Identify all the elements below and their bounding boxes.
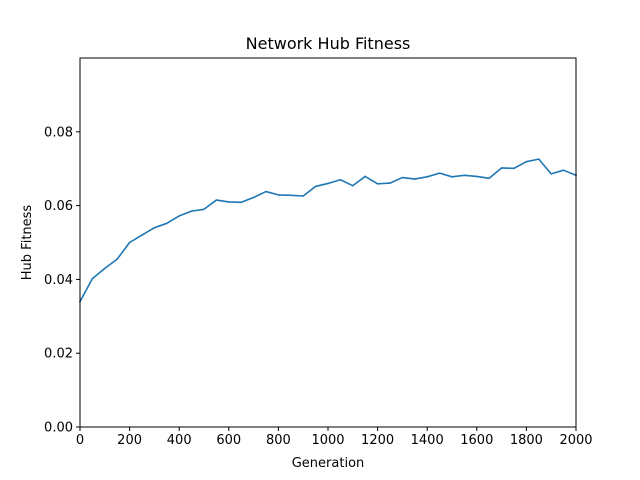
data-point [562, 169, 565, 171]
data-point [488, 177, 491, 180]
data-point [215, 199, 218, 201]
data-point [476, 175, 478, 178]
data-point [414, 178, 416, 180]
data-point [314, 185, 317, 188]
data-point [550, 173, 552, 175]
y-tick-label: 0.06 [44, 199, 73, 214]
data-point [364, 175, 367, 178]
x-tick-label: 2000 [559, 433, 592, 448]
data-point [426, 176, 429, 178]
x-tick-label: 1800 [510, 433, 543, 448]
x-tick-label: 1200 [361, 433, 394, 448]
data-point [252, 196, 255, 199]
data-point [240, 201, 242, 204]
data-point [302, 195, 305, 197]
y-tick-label: 0.00 [44, 421, 73, 436]
data-point [376, 183, 379, 185]
x-tick-label: 600 [216, 433, 241, 448]
data-point [166, 222, 168, 225]
data-point [538, 158, 540, 160]
x-tick-label: 0 [76, 433, 84, 448]
data-point [153, 226, 156, 229]
data-point [352, 184, 354, 187]
data-point [339, 178, 342, 181]
data-point [463, 174, 466, 177]
x-tick-label: 1400 [411, 433, 444, 448]
data-point [401, 176, 404, 179]
y-axis-label: Hub Fitness [20, 205, 35, 281]
x-tick-label: 1600 [460, 433, 493, 448]
data-point [116, 258, 118, 260]
x-tick-label: 1000 [311, 433, 344, 448]
data-point [228, 201, 230, 203]
data-point [91, 277, 94, 280]
data-point [525, 160, 528, 163]
data-point [104, 267, 106, 270]
x-tick-label: 400 [167, 433, 192, 448]
data-point [500, 167, 503, 169]
data-point [290, 194, 292, 197]
y-axis-ticks: 0.00 0.02 0.04 0.06 0.08 [44, 125, 80, 436]
data-point [438, 172, 441, 174]
axes-frame [79, 57, 577, 428]
data-point [277, 194, 280, 196]
data-point [389, 182, 391, 184]
chart-title: Network Hub Fitness [246, 34, 411, 53]
data-point [265, 190, 267, 193]
x-tick-label: 200 [117, 433, 142, 448]
data-point [190, 210, 193, 212]
plot-area [78, 158, 578, 303]
data-point [203, 208, 205, 211]
x-tick-label: 800 [266, 433, 291, 448]
y-tick-label: 0.04 [44, 273, 73, 288]
x-axis-ticks: 0 200 400 600 800 1000 1200 1400 1600 1800 2000 [76, 427, 593, 448]
data-point [513, 167, 515, 170]
data-point [327, 182, 329, 185]
y-tick-label: 0.08 [44, 125, 73, 140]
data-point [141, 234, 143, 236]
data-point [451, 176, 453, 178]
y-tick-label: 0.02 [44, 347, 73, 362]
data-point [128, 241, 131, 244]
data-point [178, 215, 180, 217]
x-axis-label: Generation [292, 456, 365, 471]
